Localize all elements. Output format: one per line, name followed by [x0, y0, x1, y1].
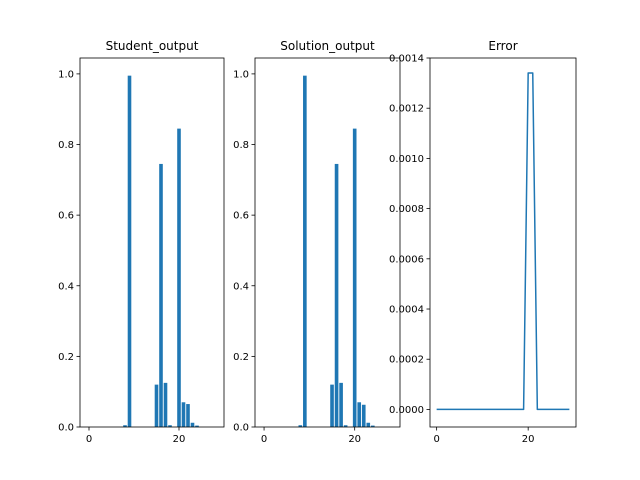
- chart-title: Solution_output: [280, 39, 375, 53]
- y-tick-label: 0.4: [233, 281, 249, 292]
- subplot-2: 0 20 0.0 0.2 0.4 0.6 0.8 1.0 Solution_output: [233, 39, 401, 445]
- bar: [343, 425, 348, 427]
- bar: [163, 382, 168, 427]
- x-tick-label: 20: [173, 434, 186, 445]
- x-tick-label: 0: [86, 434, 92, 445]
- y-tick-label: 0.2: [58, 352, 74, 363]
- chart-title: Student_output: [106, 39, 199, 53]
- x-tick-label: 0: [433, 434, 439, 445]
- y-tick-label: 0.0008: [389, 204, 424, 215]
- bar: [123, 425, 127, 427]
- bar: [168, 425, 172, 427]
- y-tick-label: 0.8: [58, 140, 74, 151]
- axes-frame: [79, 57, 225, 428]
- chart-title: Error: [488, 39, 517, 53]
- y-tick-label: 0.6: [58, 211, 74, 222]
- y-tick-label: 0.0014: [389, 54, 424, 65]
- y-tick-label: 0.0004: [389, 305, 424, 316]
- subplot-3: 0 20 0.0000 0.0002 0.0004 0.0006 0.0008 0.0010 0…: [389, 39, 577, 445]
- bar: [181, 402, 186, 427]
- bar: [330, 384, 334, 427]
- bar: [298, 425, 303, 427]
- bar: [186, 404, 190, 427]
- y-tick-label: 0.0000: [389, 405, 424, 416]
- error-line: [436, 72, 570, 411]
- bar: [159, 163, 163, 427]
- subplot-1: 0 20 0.0 0.2 0.4 0.6 0.8 1.0 Student_output: [58, 39, 225, 445]
- y-tick-label: 0.6: [233, 211, 249, 222]
- bar: [303, 75, 307, 427]
- y-tick-label: 0.2: [233, 352, 249, 363]
- y-tick-label: 0.0010: [389, 154, 424, 165]
- bar: [334, 163, 339, 427]
- y-tick-label: 0.0: [233, 423, 249, 434]
- x-tick-label: 20: [522, 434, 535, 445]
- bar: [366, 422, 371, 427]
- x-tick-label: 0: [261, 434, 267, 445]
- y-tick-label: 1.0: [58, 69, 74, 80]
- y-tick-label: 0.0: [58, 423, 74, 434]
- bar: [361, 404, 366, 427]
- y-tick-label: 1.0: [233, 69, 249, 80]
- x-tick-label: 20: [348, 434, 361, 445]
- bar: [127, 75, 132, 427]
- bar: [339, 382, 343, 427]
- axes-frame: [254, 57, 401, 428]
- y-tick-label: 0.0012: [389, 104, 424, 115]
- bar: [177, 128, 181, 427]
- bar: [352, 128, 357, 427]
- y-tick-label: 0.0006: [389, 254, 424, 265]
- axes-frame: [429, 57, 577, 428]
- bar: [195, 425, 199, 427]
- y-tick-label: 0.0002: [389, 355, 424, 366]
- bar: [357, 402, 362, 427]
- y-tick-label: 0.4: [58, 281, 74, 292]
- bar: [371, 425, 375, 427]
- y-tick-label: 0.8: [233, 140, 249, 151]
- bar: [190, 422, 195, 427]
- bar: [154, 384, 159, 427]
